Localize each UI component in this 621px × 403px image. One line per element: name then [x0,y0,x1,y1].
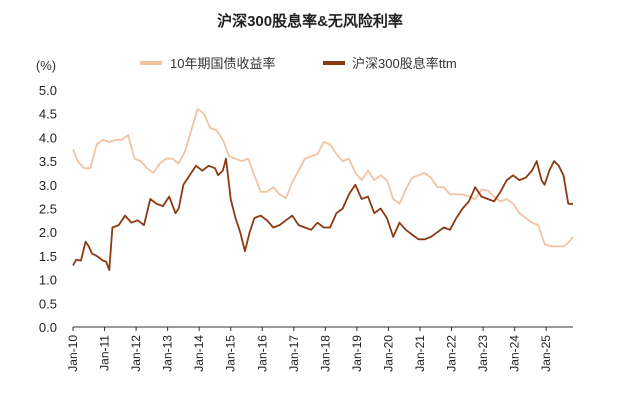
x-tick-label: Jan-25 [539,335,553,372]
x-tick-label: Jan-21 [413,335,427,372]
x-tick-label: Jan-19 [350,335,364,372]
y-tick-label: 1.0 [39,273,57,288]
y-axis: 0.0 0.5 1.0 1.5 2.0 2.5 3.0 3.5 4.0 4.5 5.0 [39,83,57,335]
line-bond-yield [72,108,574,248]
y-tick-label: 0.5 [39,296,57,311]
x-tick-label: Jan-24 [508,335,522,372]
x-tick-label: Jan-12 [129,335,143,372]
x-tick-label: Jan-14 [192,335,206,372]
y-tick-label: 2.5 [39,202,57,217]
x-axis: Jan-10 Jan-11 Jan-12 Jan-13 Jan-14 Jan-15 Jan-… [66,326,573,372]
y-tick-label: 4.5 [39,107,57,122]
x-tick-label: Jan-23 [476,335,490,372]
x-tick-label: Jan-15 [224,335,238,372]
y-unit-label: (%) [36,58,56,73]
y-tick-label: 0.0 [39,320,57,335]
x-tick-label: Jan-18 [318,335,332,372]
x-tick-label: Jan-22 [445,335,459,372]
chart-title: 沪深300股息率&无风险利率 [217,12,403,30]
x-tick-label: Jan-20 [381,335,395,372]
y-tick-label: 1.5 [39,249,57,264]
x-tick-label: Jan-13 [161,335,175,372]
y-tick-label: 3.0 [39,178,57,193]
line-dividend-yield [72,157,573,271]
y-tick-label: 3.5 [39,154,57,169]
y-tick-label: 4.0 [39,130,57,145]
y-tick-label: 5.0 [39,83,57,98]
legend: 10年期国债收益率 沪深300股息率ttm [140,56,457,71]
x-tick-label: Jan-11 [98,335,112,371]
plot-area [72,108,574,271]
legend-label-bond-yield: 10年期国债收益率 [170,56,275,71]
y-tick-label: 2.0 [39,225,57,240]
x-tick-label: Jan-10 [66,335,80,372]
x-tick-label: Jan-16 [255,335,269,372]
legend-label-dividend-yield: 沪深300股息率ttm [352,56,457,71]
x-tick-label: Jan-17 [287,335,301,372]
